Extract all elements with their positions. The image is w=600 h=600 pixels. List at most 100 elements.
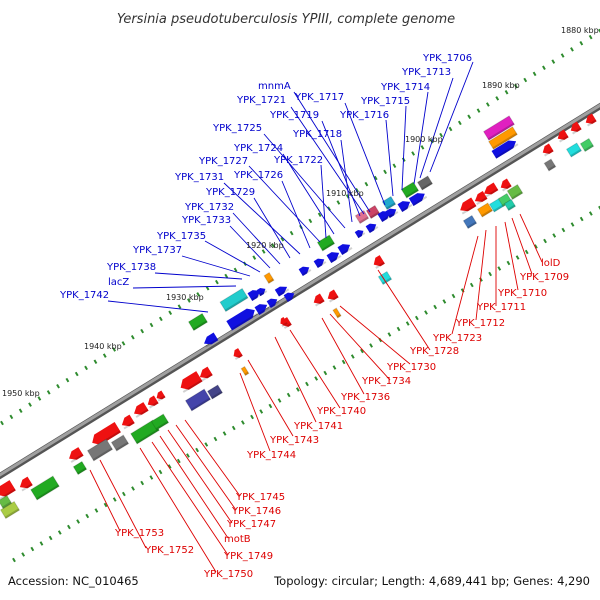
gene-label[interactable]: YPK_1728: [409, 346, 459, 357]
tick-mark: [405, 321, 410, 326]
gene-feature: [373, 255, 385, 269]
gene-feature: [365, 223, 379, 234]
gene-label[interactable]: YPK_1709: [519, 272, 569, 283]
tick-mark: [289, 230, 294, 236]
tick-mark: [497, 266, 502, 271]
gene-feature: [327, 289, 339, 303]
gene-feature: [274, 286, 290, 297]
tick-mark: [277, 398, 282, 403]
leader-line: [181, 255, 251, 277]
gene-label[interactable]: YPK_1750: [203, 569, 253, 580]
gene-feature: [491, 140, 519, 159]
gene-label[interactable]: YPK_1732: [184, 202, 234, 213]
gene-label[interactable]: YPK_1729: [205, 187, 255, 198]
gene-label[interactable]: YPK_1738: [106, 262, 156, 273]
gene-label[interactable]: YPK_1742: [59, 290, 109, 301]
tick-mark: [9, 414, 14, 420]
gene-label[interactable]: YPK_1752: [144, 545, 194, 556]
tick-mark: [57, 530, 62, 535]
gene-feature: [543, 158, 557, 172]
gene-feature: [397, 201, 413, 212]
tick-mark: [552, 233, 557, 238]
gene-label[interactable]: YPK_1735: [156, 231, 206, 242]
tick-mark: [280, 237, 285, 242]
gene-label[interactable]: YPK_1717: [294, 92, 344, 103]
gene-label[interactable]: YPK_1713: [401, 67, 451, 78]
tick-mark: [598, 205, 600, 211]
gene-feature: [408, 193, 428, 207]
tick-mark: [286, 392, 291, 398]
gene-label[interactable]: YPK_1723: [432, 333, 482, 344]
gene-label[interactable]: YPK_1725: [212, 123, 262, 134]
tick-mark: [424, 310, 428, 315]
tick-mark: [224, 273, 229, 279]
tick-mark: [252, 255, 257, 260]
tick-mark: [84, 365, 88, 371]
gene-label[interactable]: YPK_1714: [380, 82, 430, 93]
gene-label[interactable]: YPK_1733: [181, 215, 231, 226]
gene-label[interactable]: YPK_1715: [360, 96, 410, 107]
leader-line: [253, 197, 291, 259]
gene-label[interactable]: YPK_1741: [293, 421, 343, 432]
gene-feature: [280, 317, 288, 327]
gene-label[interactable]: YPK_1726: [233, 170, 283, 181]
gene-label[interactable]: YPK_1737: [132, 245, 182, 256]
gene-feature: [570, 121, 582, 135]
tick-mark: [360, 348, 364, 354]
gene-label[interactable]: YPK_1753: [114, 528, 164, 539]
leader-line: [504, 221, 519, 291]
leader-line: [475, 229, 487, 321]
tick-mark: [579, 41, 584, 46]
tick-mark: [442, 299, 447, 304]
leader-line: [339, 305, 411, 365]
gene-feature: [121, 414, 135, 430]
gene-label[interactable]: YPK_1724: [233, 143, 283, 154]
gene-label[interactable]: YPK_1718: [292, 129, 342, 140]
gene-label[interactable]: YPK_1746: [231, 506, 281, 517]
gene-label[interactable]: YPK_1716: [339, 110, 389, 121]
gene-label[interactable]: lacZ: [108, 277, 129, 288]
gene-label[interactable]: YPK_1745: [235, 492, 285, 503]
gene-label[interactable]: YPK_1747: [226, 519, 276, 530]
gene-label[interactable]: YPK_1730: [386, 362, 436, 373]
gene-label[interactable]: YPK_1749: [223, 551, 273, 562]
gene-feature: [187, 312, 209, 332]
tick-mark: [448, 126, 453, 132]
tick-mark: [543, 238, 547, 244]
tick-label-1910: 1910 kbp: [326, 189, 364, 198]
gene-label[interactable]: YPK_1712: [455, 318, 505, 329]
gene-feature: [381, 195, 397, 211]
gene-feature: [385, 208, 399, 219]
gene-label[interactable]: YPK_1710: [497, 288, 547, 299]
gene-label[interactable]: YPK_1734: [361, 376, 411, 387]
leader-line: [229, 225, 271, 269]
tick-mark: [579, 216, 584, 222]
gene-label[interactable]: YPK_1736: [340, 392, 390, 403]
tick-mark: [140, 328, 145, 334]
gene-label[interactable]: YPK_1727: [198, 156, 248, 167]
tick-labels: 1880 kbp 1890 kbp 1900 kbp 1910 kbp 1920…: [2, 26, 599, 398]
tick-mark: [67, 524, 71, 530]
gene-label[interactable]: YPK_1740: [316, 406, 366, 417]
gene-label[interactable]: YPK_1722: [273, 155, 323, 166]
tick-mark: [168, 310, 173, 315]
gene-label[interactable]: YPK_1721: [236, 95, 286, 106]
gene-feature: [19, 476, 33, 492]
tick-mark: [268, 403, 273, 409]
gene-feature: [313, 258, 327, 269]
gene-label[interactable]: YPK_1706: [422, 53, 472, 64]
gene-feature: [500, 178, 512, 192]
gene-label[interactable]: YPK_1711: [476, 302, 526, 313]
tick-mark: [37, 396, 42, 401]
tick-mark: [30, 546, 35, 552]
leader-line: [321, 317, 365, 395]
tick-mark: [420, 145, 425, 150]
gene-label[interactable]: YPK_1744: [246, 450, 296, 461]
gene-label[interactable]: YPK_1743: [269, 435, 319, 446]
gene-label[interactable]: lolD: [541, 258, 561, 269]
gene-label[interactable]: YPK_1719: [269, 110, 319, 121]
gene-label[interactable]: motB: [224, 534, 251, 545]
gene-label[interactable]: YPK_1731: [174, 172, 224, 183]
gene-label[interactable]: mnmA: [258, 81, 291, 92]
leader-line: [263, 133, 346, 229]
